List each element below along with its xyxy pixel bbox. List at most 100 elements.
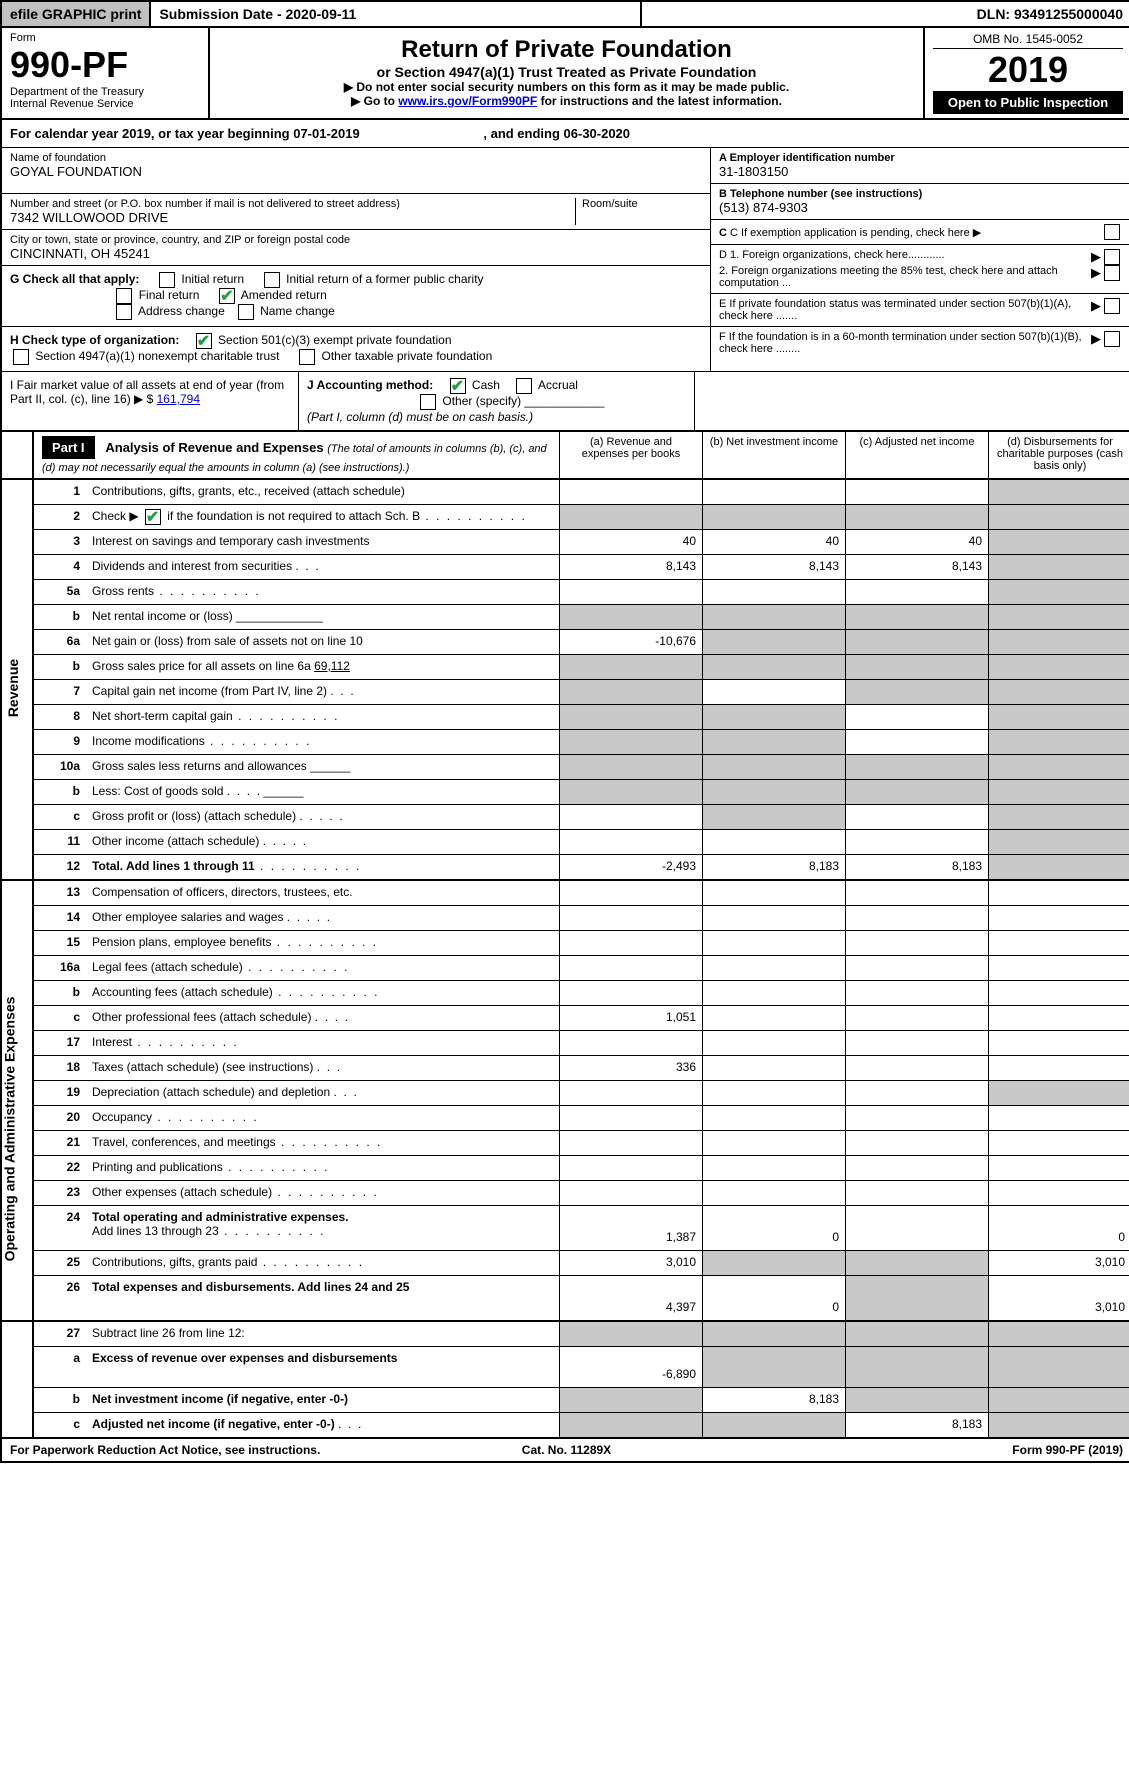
checkbox-c[interactable] bbox=[1104, 224, 1120, 240]
checkbox-final[interactable] bbox=[116, 288, 132, 304]
l25-desc: Contributions, gifts, grants paid bbox=[86, 1251, 559, 1275]
l7-num: 7 bbox=[34, 680, 86, 704]
line-10b: bLess: Cost of goods sold . . . . ______ bbox=[34, 780, 1129, 805]
note-goto: ▶ Go to www.irs.gov/Form990PF for instru… bbox=[218, 94, 915, 108]
l27-c bbox=[845, 1322, 988, 1346]
l10c-num: c bbox=[34, 805, 86, 829]
l16b-b bbox=[702, 981, 845, 1005]
expenses-label-text: Operating and Administrative Expenses bbox=[1, 997, 17, 1262]
l10a-num: 10a bbox=[34, 755, 86, 779]
checkbox-accrual[interactable] bbox=[516, 378, 532, 394]
l15-num: 15 bbox=[34, 931, 86, 955]
part1-title: Analysis of Revenue and Expenses bbox=[105, 440, 323, 455]
l27c-a bbox=[559, 1413, 702, 1437]
l25-a: 3,010 bbox=[559, 1251, 702, 1275]
checkbox-cash[interactable] bbox=[450, 378, 466, 394]
l22-t: Printing and publications bbox=[92, 1160, 223, 1174]
submission-date: Submission Date - 2020-09-11 bbox=[151, 2, 642, 26]
l4-c: 8,143 bbox=[845, 555, 988, 579]
l18-d bbox=[988, 1056, 1129, 1080]
l8-a bbox=[559, 705, 702, 729]
l22-desc: Printing and publications bbox=[86, 1156, 559, 1180]
checkbox-d2[interactable] bbox=[1104, 265, 1120, 281]
l25-c bbox=[845, 1251, 988, 1275]
efile-print-label[interactable]: efile GRAPHIC print bbox=[2, 2, 151, 26]
l10a-t: Gross sales less returns and allowances bbox=[92, 759, 307, 773]
l7-b bbox=[702, 680, 845, 704]
l27b-t: Net investment income (if negative, ente… bbox=[92, 1392, 348, 1406]
j-other: Other (specify) bbox=[442, 394, 521, 408]
l9-c bbox=[845, 730, 988, 754]
c-cell: C C If exemption application is pending,… bbox=[711, 220, 1129, 245]
checkbox-4947[interactable] bbox=[13, 349, 29, 365]
form-header: Form 990-PF Department of the Treasury I… bbox=[2, 28, 1129, 120]
l10b-num: b bbox=[34, 780, 86, 804]
l17-num: 17 bbox=[34, 1031, 86, 1055]
checkbox-d1[interactable] bbox=[1104, 249, 1120, 265]
room-label: Room/suite bbox=[582, 198, 702, 210]
line-6b: bGross sales price for all assets on lin… bbox=[34, 655, 1129, 680]
l19-desc: Depreciation (attach schedule) and deple… bbox=[86, 1081, 559, 1105]
col-d-header: (d) Disbursements for charitable purpose… bbox=[988, 432, 1129, 478]
line-2: 2Check ▶ if the foundation is not requir… bbox=[34, 505, 1129, 530]
l16b-c bbox=[845, 981, 988, 1005]
line-7: 7Capital gain net income (from Part IV, … bbox=[34, 680, 1129, 705]
line-22: 22Printing and publications bbox=[34, 1156, 1129, 1181]
top-bar: efile GRAPHIC print Submission Date - 20… bbox=[2, 2, 1129, 28]
line-24: 24Total operating and administrative exp… bbox=[34, 1206, 1129, 1251]
checkbox-schb[interactable] bbox=[145, 509, 161, 525]
l23-a bbox=[559, 1181, 702, 1205]
line-20: 20Occupancy bbox=[34, 1106, 1129, 1131]
h-opt3: Other taxable private foundation bbox=[322, 349, 493, 363]
l23-t: Other expenses (attach schedule) bbox=[92, 1185, 272, 1199]
l5a-c bbox=[845, 580, 988, 604]
phone-value: (513) 874-9303 bbox=[719, 200, 1123, 215]
l18-desc: Taxes (attach schedule) (see instruction… bbox=[86, 1056, 559, 1080]
checkbox-initial[interactable] bbox=[159, 272, 175, 288]
l6a-c bbox=[845, 630, 988, 654]
l8-c bbox=[845, 705, 988, 729]
l20-desc: Occupancy bbox=[86, 1106, 559, 1130]
l2-b bbox=[702, 505, 845, 529]
l1-a bbox=[559, 480, 702, 504]
expenses-side-label: Operating and Administrative Expenses bbox=[2, 881, 34, 1322]
checkbox-f[interactable] bbox=[1104, 331, 1120, 347]
checkbox-initial-former[interactable] bbox=[264, 272, 280, 288]
l14-a bbox=[559, 906, 702, 930]
line-27-section: 27Subtract line 26 from line 12: aExcess… bbox=[2, 1322, 1129, 1437]
l3-c: 40 bbox=[845, 530, 988, 554]
l5b-c bbox=[845, 605, 988, 629]
l3-d bbox=[988, 530, 1129, 554]
l27b-d bbox=[988, 1388, 1129, 1412]
irs-link[interactable]: www.irs.gov/Form990PF bbox=[398, 94, 537, 108]
l18-b bbox=[702, 1056, 845, 1080]
line-11: 11Other income (attach schedule) . . . .… bbox=[34, 830, 1129, 855]
l6b-desc: Gross sales price for all assets on line… bbox=[86, 655, 559, 679]
l22-d bbox=[988, 1156, 1129, 1180]
l17-c bbox=[845, 1031, 988, 1055]
l1-num: 1 bbox=[34, 480, 86, 504]
l13-num: 13 bbox=[34, 881, 86, 905]
checkbox-amended[interactable] bbox=[219, 288, 235, 304]
l12-desc: Total. Add lines 1 through 11 bbox=[86, 855, 559, 879]
checkbox-other-taxable[interactable] bbox=[299, 349, 315, 365]
line-23: 23Other expenses (attach schedule) bbox=[34, 1181, 1129, 1206]
c-text: C If exemption application is pending, c… bbox=[730, 227, 970, 239]
l8-desc: Net short-term capital gain bbox=[86, 705, 559, 729]
col-c-header: (c) Adjusted net income bbox=[845, 432, 988, 478]
l27a-c bbox=[845, 1347, 988, 1387]
checkbox-e[interactable] bbox=[1104, 298, 1120, 314]
checkbox-addr-change[interactable] bbox=[116, 304, 132, 320]
l20-d bbox=[988, 1106, 1129, 1130]
l27c-num: c bbox=[34, 1413, 86, 1437]
checkbox-other[interactable] bbox=[420, 394, 436, 410]
section-i-j: I Fair market value of all assets at end… bbox=[2, 372, 1129, 432]
checkbox-name-change[interactable] bbox=[238, 304, 254, 320]
l3-num: 3 bbox=[34, 530, 86, 554]
l10a-b bbox=[702, 755, 845, 779]
l26-desc: Total expenses and disbursements. Add li… bbox=[86, 1276, 559, 1320]
checkbox-501c3[interactable] bbox=[196, 333, 212, 349]
h-opt1: Section 501(c)(3) exempt private foundat… bbox=[218, 333, 451, 347]
l7-d bbox=[988, 680, 1129, 704]
g-final: Final return bbox=[139, 288, 200, 302]
